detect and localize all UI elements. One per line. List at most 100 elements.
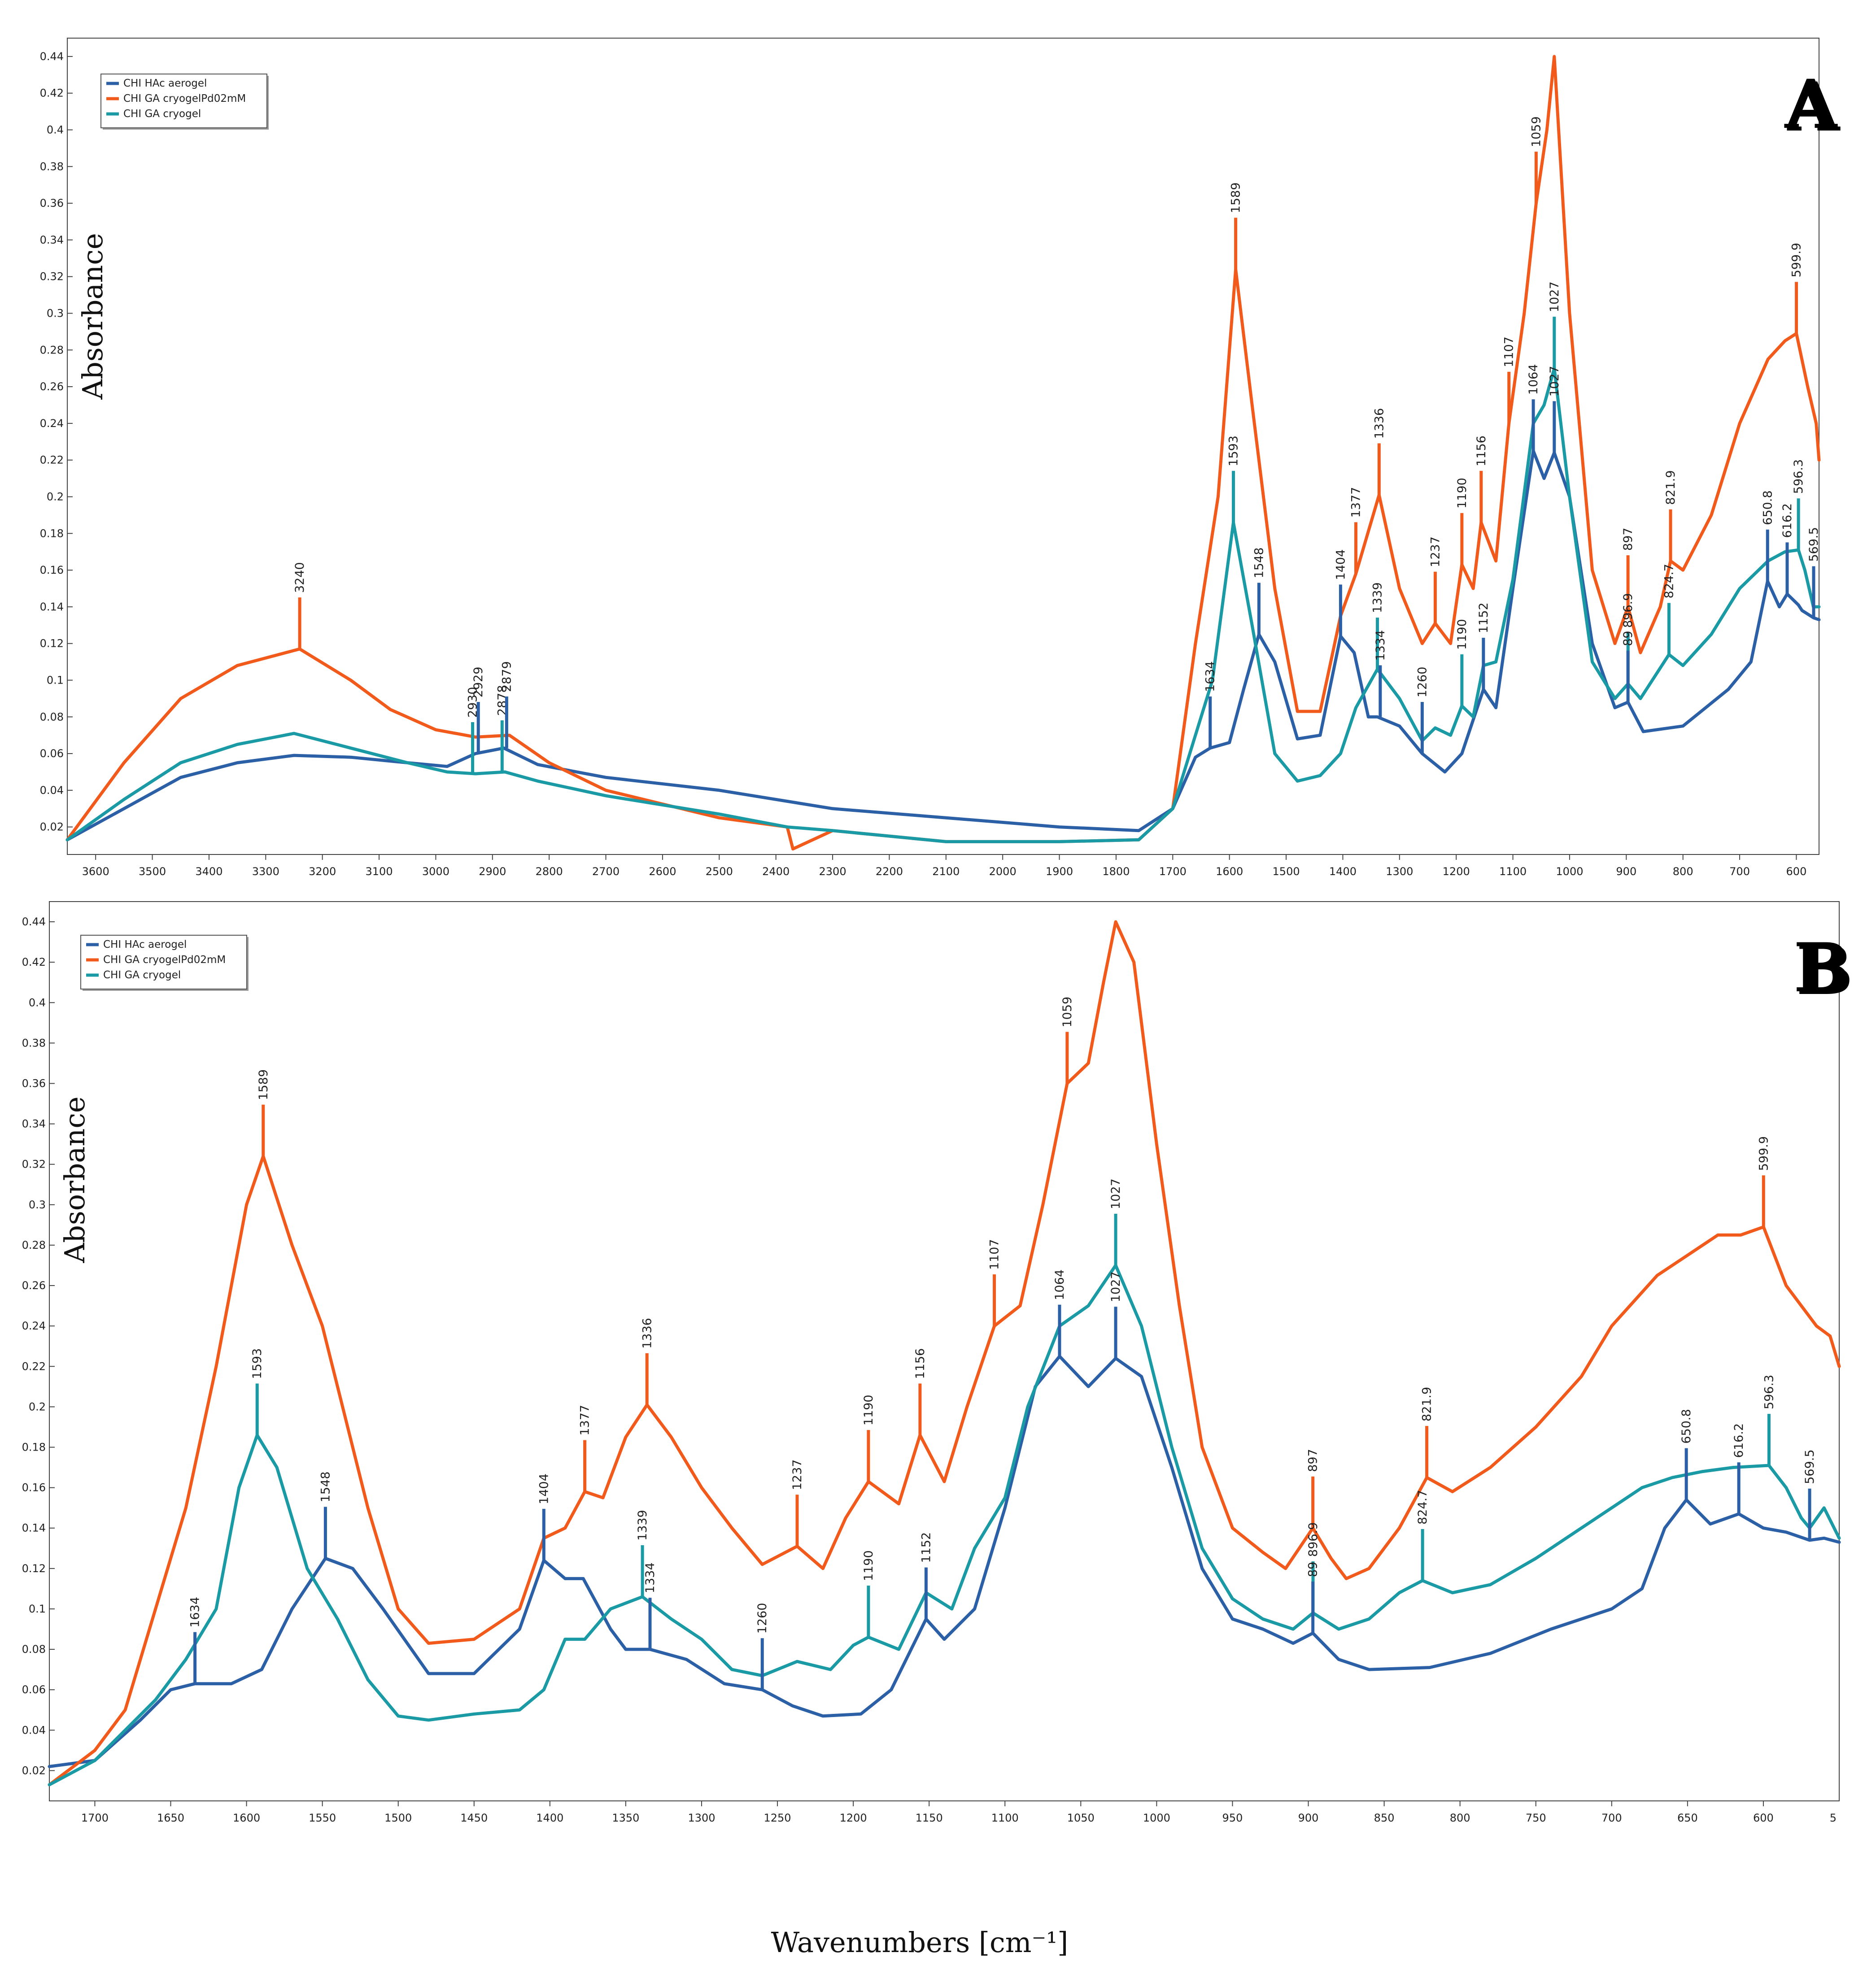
panel-a-x-tick-label: 3100: [366, 865, 393, 878]
panel-a-y-tick-label: 0.04: [40, 784, 64, 797]
panel-a-x-tick-label: 3600: [82, 865, 109, 878]
panel-b-x-tick-label: 1250: [764, 1812, 791, 1824]
panel-a-x-tick-label: 2300: [819, 865, 846, 878]
panel-b-y-axis-title: Absorbance: [58, 1096, 91, 1263]
panel-a-y-tick-label: 0.18: [40, 527, 64, 540]
panel-a-x-tick-label: 1900: [1046, 865, 1073, 878]
panel-a-y-tick-label: 0.38: [40, 160, 64, 173]
panel-a-series-chi-hac-aerogel: [65, 449, 1821, 841]
panel-b-peak-label: 650.8: [1680, 1409, 1693, 1443]
panel-b-legend-label-chi-ga-cryogelpd02mm: CHI GA cryogelPd02mM: [103, 954, 226, 966]
x-axis-title: Wavenumbers [cm⁻¹]: [771, 1926, 1069, 1959]
panel-b-legend-label-chi-ga-cryogel: CHI GA cryogel: [103, 969, 181, 981]
panel-b-plot-frame: [49, 901, 1840, 1801]
panel-a-peak-label: 1404: [1334, 549, 1348, 580]
panel-a-legend-label-chi-ga-cryogelpd02mm: CHI GA cryogelPd02mM: [123, 93, 246, 105]
panel-a-y-tick-label: 0.22: [40, 454, 64, 466]
panel-a-y-axis-title: Absorbance: [76, 233, 109, 400]
panel-b-y-tick-label: 0.38: [22, 1037, 46, 1049]
panel-a-x-tick-label: 3300: [252, 865, 279, 878]
panel-a-peak-label: 896.9: [1621, 593, 1635, 628]
panel-a-x-tick-label: 2800: [536, 865, 563, 878]
panel-a-x-tick-label: 3000: [422, 865, 449, 878]
panel-b-peak-label: 1027: [1109, 1272, 1123, 1303]
panel-a-peak-label: 1190: [1455, 478, 1469, 509]
panel-a-y-tick-label: 0.34: [40, 234, 64, 246]
panel-b-y-tick-label: 0.06: [22, 1683, 46, 1696]
panel-a-legend-label-chi-hac-aerogel: CHI HAc aerogel: [123, 78, 207, 89]
panel-b-peak-label: 1634: [188, 1597, 202, 1628]
panel-a-x-tick-label: 1800: [1102, 865, 1130, 878]
panel-b-peak-label: 1593: [250, 1348, 264, 1379]
panel-b-y-tick-label: 0.24: [22, 1320, 46, 1332]
panel-a-y-tick-label: 0.44: [40, 50, 64, 63]
panel-b-y-tick-label: 0.3: [29, 1199, 46, 1211]
panel-b-y-tick-label: 0.34: [22, 1118, 46, 1130]
panel-a-peak-label: 1548: [1252, 547, 1266, 578]
panel-a-peak-label: 596.3: [1792, 459, 1806, 494]
panel-b-letter: B: [1793, 928, 1850, 1007]
panel-a-peak-label: 821.9: [1664, 470, 1678, 505]
panel-a-y-tick-label: 0.3: [47, 307, 64, 319]
panel-b-peak-label: 1059: [1060, 997, 1074, 1028]
panel-a-peak-label: 1027: [1548, 366, 1562, 397]
panel-b-x-tick-label: 850: [1374, 1812, 1395, 1824]
panel-b-x-tick-label: 1000: [1143, 1812, 1170, 1824]
panel-b-x-tick-label: 650: [1677, 1812, 1698, 1824]
panel-b-peak-label: 1152: [919, 1532, 933, 1563]
panel-a-legend-label-chi-ga-cryogel: CHI GA cryogel: [123, 108, 201, 120]
panel-a-x-tick-label: 2100: [932, 865, 960, 878]
panel-a-letter: A: [1784, 65, 1838, 144]
panel-b-y-tick-label: 0.28: [22, 1239, 46, 1251]
panel-b-peak-label: 1027: [1109, 1178, 1123, 1209]
panel-a-peak-label: 1237: [1428, 536, 1442, 567]
panel-a-y-tick-label: 0.08: [40, 710, 64, 723]
panel-b-x-tick-label: 700: [1601, 1812, 1622, 1824]
panel-b-series-chi-ga-cryogel: [48, 1264, 1841, 1787]
panel-b-peak-label: 89: [1306, 1562, 1320, 1577]
panel-b-peak-label: 1404: [537, 1473, 551, 1504]
panel-a-peak-label: 599.9: [1790, 243, 1804, 277]
panel-b-peak-label: 1156: [913, 1348, 927, 1379]
panel-b-peak-label: 1334: [643, 1562, 657, 1593]
panel-b-y-tick-label: 0.36: [22, 1077, 46, 1090]
panel-a-series-chi-ga-cryogelpd02mm: [65, 55, 1821, 851]
panel-b-x-tick-label: 1150: [916, 1812, 943, 1824]
panel-a-y-tick-label: 0.26: [40, 380, 64, 393]
panel-b-y-tick-label: 0.32: [22, 1158, 46, 1171]
panel-a-y-tick-label: 0.4: [47, 123, 64, 136]
panel-b-peak-label: 1339: [636, 1510, 650, 1541]
panel-a-y-tick-label: 0.06: [40, 747, 64, 760]
panel-b-peak-label: 1260: [755, 1603, 769, 1634]
panel-b-y-tick-label: 0.04: [22, 1724, 46, 1736]
panel-b-peak-label: 897: [1306, 1449, 1320, 1472]
panel-b-series-chi-ga-cryogelpd02mm: [48, 920, 1841, 1787]
panel-b-peak-label: 1107: [988, 1239, 1002, 1270]
panel-a-legend-box: [100, 74, 267, 128]
panel-a-x-tick-label: 2900: [479, 865, 506, 878]
panel-a-peak-label: 1152: [1477, 602, 1491, 633]
panel-a-x-tick-label: 2400: [762, 865, 790, 878]
panel-a-x-tick-label: 3400: [195, 865, 223, 878]
panel-b-peak-label: 824.7: [1416, 1490, 1430, 1525]
panel-a-peak-label: 2929: [471, 667, 485, 697]
chart-panel-a: 0.02 0.04 0.06 0.08 0.1 0.12 0.14 0.16 0.18 0.2 0.…: [40, 38, 1841, 878]
panel-a-x-tick-label: 2500: [706, 865, 733, 878]
panel-b-y-tick-label: 0.26: [22, 1279, 46, 1292]
panel-b-x-tick-label: 1350: [612, 1812, 639, 1824]
panel-b-legend-label-chi-hac-aerogel: CHI HAc aerogel: [103, 939, 187, 950]
panel-a-peak-label: 89: [1621, 631, 1635, 646]
panel-a-x-tick-label: 1300: [1386, 865, 1413, 878]
panel-a-y-tick-label: 0.24: [40, 417, 64, 430]
panel-b-y-tick-label: 0.1: [29, 1603, 46, 1615]
panel-a-y-tick-label: 0.1: [47, 674, 64, 686]
panel-a-x-tick-label: 1500: [1273, 865, 1300, 878]
panel-a-peak-label: 1059: [1529, 116, 1543, 147]
panel-b-peak-label: 1190: [862, 1395, 876, 1425]
panel-b-peak-label: 896.9: [1306, 1522, 1320, 1557]
panel-b-x-tick-label: 750: [1526, 1812, 1546, 1824]
panel-a-peak-label: 824.7: [1662, 564, 1676, 598]
panel-b-x-tick-label: 1500: [384, 1812, 412, 1824]
